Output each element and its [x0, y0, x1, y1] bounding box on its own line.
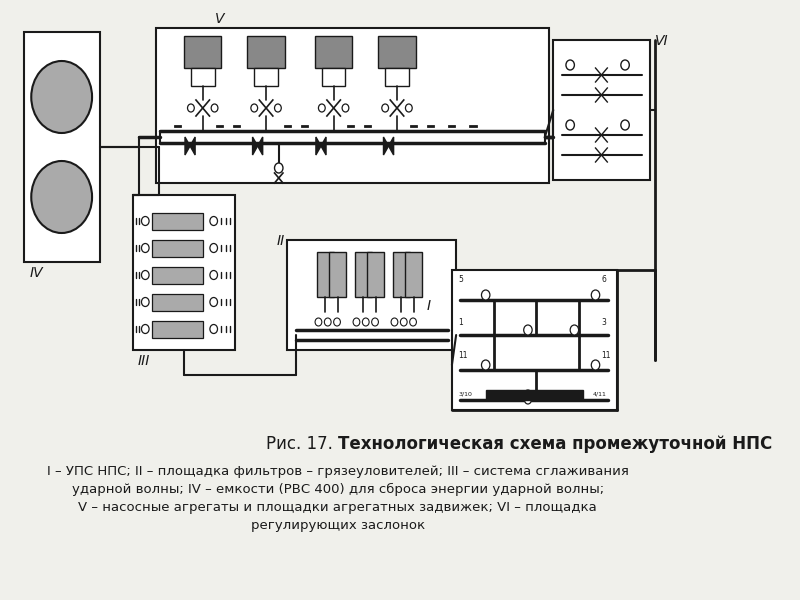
- Bar: [191, 68, 214, 86]
- Circle shape: [210, 298, 218, 307]
- Polygon shape: [389, 137, 394, 155]
- Bar: [486, 390, 583, 400]
- Bar: [134, 195, 235, 350]
- Circle shape: [524, 325, 532, 335]
- Circle shape: [400, 318, 407, 326]
- Bar: [152, 321, 202, 338]
- Circle shape: [274, 104, 282, 112]
- Circle shape: [210, 244, 218, 253]
- Text: IV: IV: [30, 266, 43, 280]
- Circle shape: [391, 318, 398, 326]
- Bar: [406, 252, 422, 297]
- Circle shape: [274, 163, 283, 173]
- Circle shape: [210, 217, 218, 226]
- Circle shape: [142, 217, 149, 226]
- Circle shape: [406, 104, 412, 112]
- Bar: [254, 68, 278, 86]
- Polygon shape: [190, 137, 195, 155]
- Circle shape: [362, 318, 369, 326]
- Text: 3: 3: [602, 318, 606, 327]
- Circle shape: [31, 161, 92, 233]
- Circle shape: [318, 104, 326, 112]
- Bar: [385, 68, 409, 86]
- Bar: [354, 252, 372, 297]
- Bar: [152, 267, 202, 284]
- Text: регулирующих заслонок: регулирующих заслонок: [251, 519, 425, 532]
- Text: 11: 11: [458, 351, 468, 360]
- Circle shape: [324, 318, 331, 326]
- Circle shape: [410, 318, 417, 326]
- Polygon shape: [316, 137, 321, 155]
- Bar: [184, 36, 222, 68]
- Bar: [287, 240, 456, 350]
- Circle shape: [566, 60, 574, 70]
- Circle shape: [142, 244, 149, 253]
- Bar: [247, 36, 285, 68]
- Bar: [317, 252, 334, 297]
- Bar: [554, 40, 650, 180]
- Bar: [330, 252, 346, 297]
- Bar: [315, 36, 352, 68]
- Text: 1: 1: [458, 318, 463, 327]
- Circle shape: [142, 271, 149, 280]
- Text: 5: 5: [458, 275, 463, 284]
- Circle shape: [353, 318, 360, 326]
- Text: V – насосные агрегаты и площадки агрегатных задвижек; VI – площадка: V – насосные агрегаты и площадки агрегат…: [78, 501, 598, 514]
- Circle shape: [570, 325, 578, 335]
- Text: 11: 11: [602, 351, 611, 360]
- Bar: [24, 32, 100, 262]
- Bar: [152, 294, 202, 311]
- Polygon shape: [253, 137, 258, 155]
- Text: I – УПС НПС; II – площадка фильтров – грязеуловителей; III – система сглаживания: I – УПС НПС; II – площадка фильтров – гр…: [47, 465, 629, 478]
- Circle shape: [591, 360, 600, 370]
- Text: V: V: [215, 12, 224, 26]
- Bar: [378, 36, 415, 68]
- Text: Рис. 17.: Рис. 17.: [266, 435, 338, 453]
- Polygon shape: [321, 137, 326, 155]
- Bar: [156, 28, 549, 183]
- Circle shape: [524, 390, 532, 400]
- Circle shape: [342, 104, 349, 112]
- Text: 6: 6: [602, 275, 606, 284]
- Bar: [152, 240, 202, 257]
- Polygon shape: [258, 137, 262, 155]
- Circle shape: [591, 290, 600, 300]
- Circle shape: [142, 298, 149, 307]
- Bar: [322, 68, 346, 86]
- Bar: [393, 252, 410, 297]
- Circle shape: [31, 61, 92, 133]
- Circle shape: [334, 318, 341, 326]
- Polygon shape: [185, 137, 190, 155]
- Circle shape: [315, 318, 322, 326]
- Circle shape: [482, 360, 490, 370]
- Circle shape: [621, 60, 630, 70]
- Text: I: I: [426, 299, 430, 313]
- Circle shape: [372, 318, 378, 326]
- Text: 3/10: 3/10: [458, 392, 473, 397]
- Text: ударной волны; IV – емкости (РВС 400) для сброса энергии ударной волны;: ударной волны; IV – емкости (РВС 400) дл…: [72, 483, 604, 496]
- Circle shape: [210, 271, 218, 280]
- Circle shape: [211, 104, 218, 112]
- Text: II: II: [277, 234, 286, 248]
- Bar: [452, 270, 617, 410]
- Circle shape: [621, 120, 630, 130]
- Circle shape: [251, 104, 258, 112]
- Circle shape: [187, 104, 194, 112]
- Text: III: III: [138, 354, 150, 368]
- Circle shape: [482, 290, 490, 300]
- Text: 4/11: 4/11: [593, 392, 607, 397]
- Text: VI: VI: [654, 34, 668, 48]
- Bar: [152, 213, 202, 230]
- Circle shape: [525, 396, 531, 404]
- Text: Технологическая схема промежуточной НПС: Технологическая схема промежуточной НПС: [338, 435, 772, 453]
- Bar: [367, 252, 384, 297]
- Circle shape: [566, 120, 574, 130]
- Circle shape: [210, 325, 218, 334]
- Circle shape: [142, 325, 149, 334]
- Circle shape: [382, 104, 389, 112]
- Polygon shape: [383, 137, 389, 155]
